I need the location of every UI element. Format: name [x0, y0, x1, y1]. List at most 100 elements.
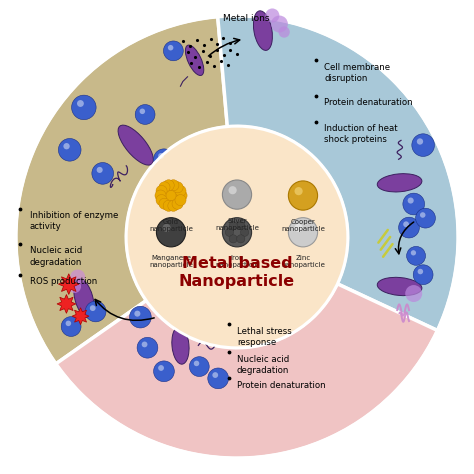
Circle shape — [154, 361, 174, 382]
Circle shape — [163, 180, 174, 191]
Circle shape — [176, 190, 187, 201]
Circle shape — [408, 198, 414, 203]
Circle shape — [159, 198, 170, 210]
Circle shape — [418, 269, 423, 274]
Circle shape — [172, 198, 183, 210]
Wedge shape — [55, 284, 438, 458]
Text: Iron
nanoparticle: Iron nanoparticle — [215, 255, 259, 268]
Circle shape — [159, 182, 170, 193]
Circle shape — [158, 365, 164, 371]
Circle shape — [156, 194, 167, 206]
Text: Metal based
Nanoparticle: Metal based Nanoparticle — [179, 255, 295, 289]
Circle shape — [222, 180, 252, 209]
Circle shape — [294, 224, 303, 232]
Circle shape — [411, 250, 416, 255]
Circle shape — [61, 317, 81, 337]
Circle shape — [225, 228, 234, 237]
Circle shape — [212, 372, 218, 378]
Circle shape — [190, 357, 209, 376]
Circle shape — [265, 9, 279, 23]
Circle shape — [222, 218, 252, 247]
Circle shape — [237, 235, 245, 243]
Circle shape — [126, 126, 348, 348]
Circle shape — [97, 167, 103, 173]
Circle shape — [164, 41, 183, 61]
Wedge shape — [218, 16, 458, 330]
Circle shape — [154, 149, 174, 170]
Polygon shape — [72, 308, 89, 325]
Circle shape — [139, 109, 145, 114]
Circle shape — [168, 200, 179, 211]
Circle shape — [90, 305, 96, 311]
Text: Cell membrane
disruption: Cell membrane disruption — [324, 63, 390, 83]
Circle shape — [228, 186, 237, 194]
Text: Lethal stress
response: Lethal stress response — [237, 327, 292, 346]
Text: Gold
nanoparticle: Gold nanoparticle — [149, 219, 193, 232]
Ellipse shape — [254, 11, 273, 50]
Text: Sliver
nanoparticle: Sliver nanoparticle — [215, 218, 259, 231]
Circle shape — [68, 280, 81, 293]
Ellipse shape — [74, 279, 94, 318]
Ellipse shape — [377, 173, 422, 192]
Circle shape — [92, 163, 114, 184]
Circle shape — [403, 221, 409, 227]
Text: Protein denaturation: Protein denaturation — [324, 98, 413, 107]
Text: Protein denaturation: Protein denaturation — [237, 381, 326, 390]
Circle shape — [156, 181, 186, 210]
Text: ROS production: ROS production — [30, 277, 97, 286]
Circle shape — [155, 190, 166, 201]
Circle shape — [137, 337, 158, 358]
Circle shape — [134, 310, 140, 317]
Ellipse shape — [185, 45, 204, 75]
Text: Nucleic acid
degradation: Nucleic acid degradation — [30, 246, 82, 266]
Circle shape — [158, 153, 164, 159]
Circle shape — [407, 246, 426, 265]
Ellipse shape — [377, 277, 422, 296]
Circle shape — [142, 342, 147, 347]
Circle shape — [412, 134, 435, 156]
Circle shape — [163, 224, 171, 232]
Circle shape — [135, 105, 155, 124]
Circle shape — [278, 27, 290, 37]
Text: Zinc
nanoparticle: Zinc nanoparticle — [281, 255, 325, 268]
Circle shape — [175, 185, 186, 197]
Ellipse shape — [172, 327, 189, 364]
Circle shape — [172, 182, 183, 193]
Text: Nucleic acid
degradation: Nucleic acid degradation — [237, 355, 289, 375]
Circle shape — [271, 16, 288, 33]
Text: Cooper
nanoparticle: Cooper nanoparticle — [281, 219, 325, 232]
Text: Induction of heat
shock proteins: Induction of heat shock proteins — [324, 124, 398, 144]
Circle shape — [168, 180, 179, 191]
Circle shape — [168, 45, 173, 50]
Polygon shape — [57, 294, 76, 313]
Circle shape — [208, 368, 228, 389]
Circle shape — [294, 187, 303, 195]
Circle shape — [77, 100, 84, 107]
Circle shape — [405, 285, 422, 302]
Polygon shape — [58, 274, 79, 294]
Wedge shape — [16, 17, 228, 364]
Circle shape — [129, 306, 151, 328]
Circle shape — [288, 181, 318, 210]
Circle shape — [229, 235, 237, 243]
Circle shape — [64, 143, 70, 149]
Circle shape — [175, 194, 186, 206]
Text: Inhibition of enzyme
activity: Inhibition of enzyme activity — [30, 211, 118, 231]
Circle shape — [420, 212, 426, 218]
Circle shape — [413, 265, 433, 284]
Ellipse shape — [118, 125, 153, 165]
Circle shape — [194, 361, 199, 366]
Circle shape — [229, 222, 237, 230]
Text: Metal ions: Metal ions — [223, 14, 270, 23]
Circle shape — [58, 138, 81, 161]
Circle shape — [240, 228, 249, 237]
Circle shape — [399, 217, 419, 238]
Text: Manganese
nanoparticle: Manganese nanoparticle — [149, 255, 193, 268]
Circle shape — [156, 218, 186, 247]
Circle shape — [70, 270, 85, 284]
Circle shape — [416, 208, 436, 228]
Circle shape — [163, 200, 174, 211]
Circle shape — [65, 320, 71, 326]
Circle shape — [85, 301, 106, 322]
Circle shape — [417, 138, 423, 145]
